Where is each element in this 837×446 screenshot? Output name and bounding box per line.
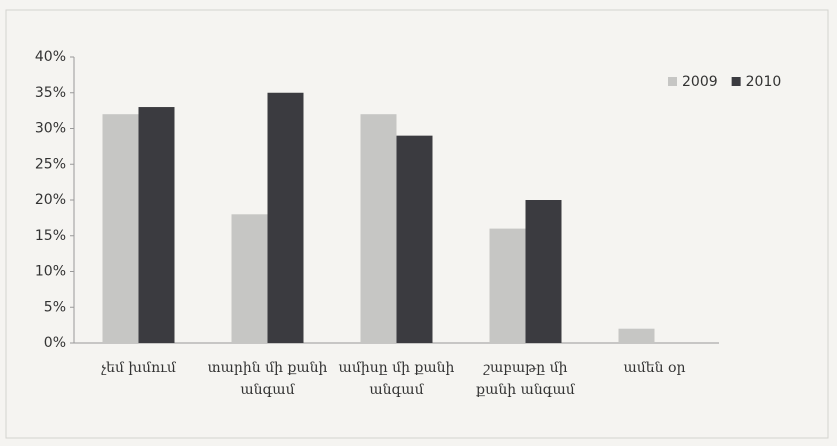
x-tick-label: տարին մի քանի անգամ [207,360,328,398]
y-tick-label: 20% [35,192,66,208]
legend-swatch [668,77,677,86]
y-tick-label: 30% [35,121,66,137]
bar [489,228,526,343]
x-tick-label: չեմ խմում [101,360,176,376]
chart-border [5,9,829,439]
bar [267,92,304,343]
y-tick-label: 10% [35,264,66,280]
legend-label: 2009 [682,74,718,90]
y-tick-label: 15% [35,228,66,244]
y-tick-label: 5% [44,299,66,315]
bar [138,107,175,343]
bar [618,328,655,343]
y-tick-label: 35% [35,85,66,101]
x-tick-label: ամեն օր [623,360,686,376]
bar [102,114,139,343]
y-tick-label: 40% [35,49,66,65]
y-tick-label: 25% [35,156,66,172]
bar [360,114,397,343]
x-tick-label: ամիսը մի քանի անգամ [338,360,455,398]
x-tick-label: շաբաթը մի քանի անգամ [476,360,575,398]
bar [396,135,433,343]
legend-swatch [731,77,741,86]
legend-label: 2010 [746,74,782,90]
bar [525,200,562,343]
y-tick-label: 0% [44,335,66,351]
bar [231,214,268,343]
